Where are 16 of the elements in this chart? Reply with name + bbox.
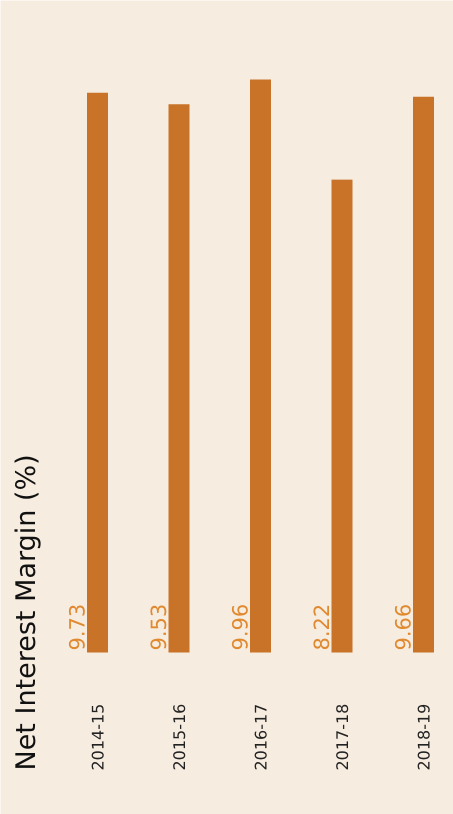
data-label: 9.53 <box>147 604 171 650</box>
bar <box>332 180 352 652</box>
bar <box>87 92 108 652</box>
data-label: 8.22 <box>310 604 334 650</box>
bar <box>250 80 271 652</box>
data-label: 9.66 <box>392 604 416 650</box>
x-tick-label: 2015-16 <box>170 704 189 770</box>
y-axis-title: Net Interest Margin (%) <box>11 454 42 770</box>
bar <box>413 96 434 652</box>
x-tick-label: 2016-17 <box>252 704 270 770</box>
data-label: 9.73 <box>66 604 90 650</box>
data-label: 9.96 <box>228 604 252 650</box>
x-tick-label: 2017-18 <box>333 704 352 770</box>
x-tick-label: 2018-19 <box>414 704 434 770</box>
bar <box>168 104 190 652</box>
x-tick-label: 2014-15 <box>88 704 108 770</box>
